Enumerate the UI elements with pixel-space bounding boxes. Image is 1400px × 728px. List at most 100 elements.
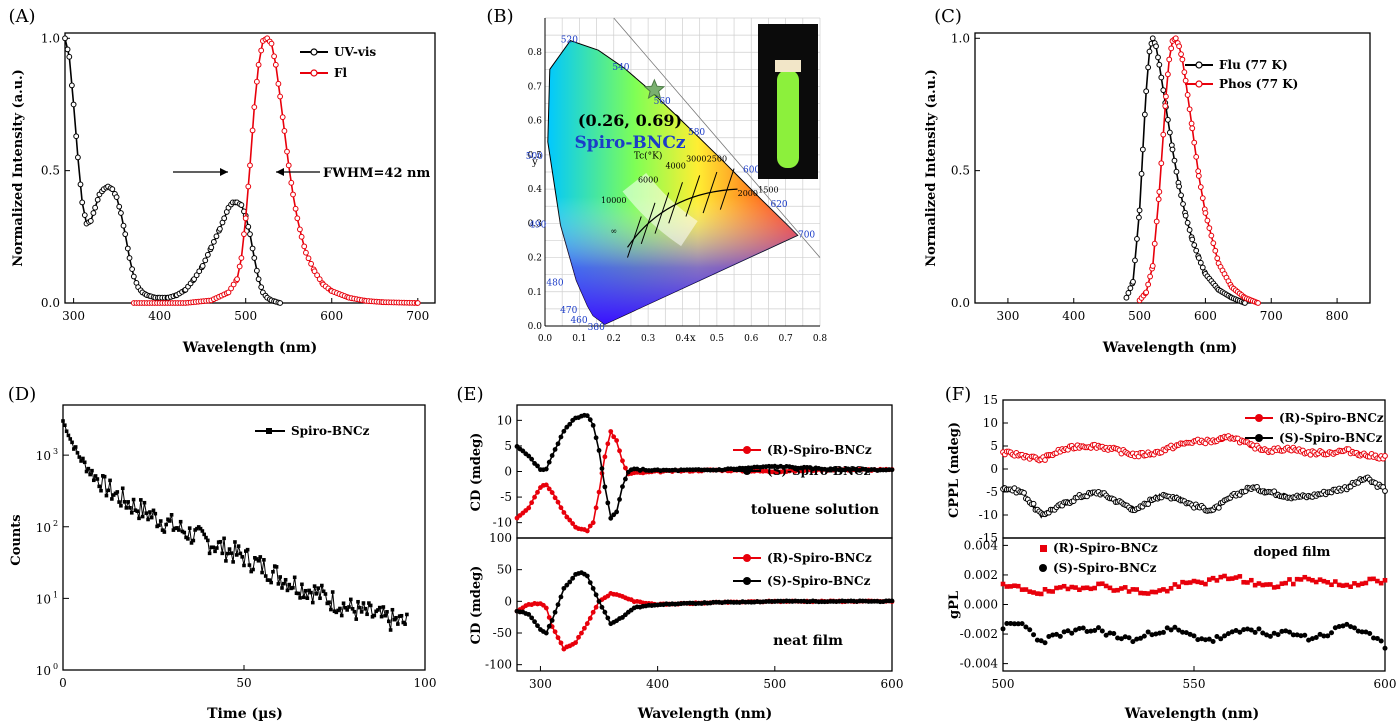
- data-point: [155, 524, 159, 529]
- x-tick-label: 300: [996, 309, 1019, 323]
- data-point: [543, 482, 549, 488]
- data-point: [298, 596, 302, 600]
- data-point: [1283, 628, 1289, 634]
- data-point: [207, 551, 212, 556]
- legend-marker: [310, 69, 318, 77]
- data-point: [255, 61, 262, 68]
- data-point: [1119, 586, 1124, 591]
- data-point: [251, 104, 258, 111]
- data-point: [401, 620, 406, 625]
- data-point: [593, 604, 599, 610]
- data-point: [1275, 584, 1281, 590]
- data-point: [1088, 628, 1094, 634]
- cct-value: 6000: [638, 175, 658, 184]
- data-point: [1256, 581, 1262, 586]
- data-point: [169, 513, 174, 517]
- data-point: [272, 564, 277, 568]
- data-point: [216, 225, 223, 232]
- data-point: [1092, 628, 1098, 634]
- data-point: [611, 434, 617, 440]
- data-point: [526, 453, 532, 459]
- data-point: [1193, 247, 1200, 254]
- data-point: [1313, 579, 1319, 585]
- data-point: [277, 93, 284, 100]
- data-point: [1294, 632, 1300, 638]
- data-point: [1000, 626, 1006, 632]
- data-point: [347, 605, 351, 609]
- data-point: [1298, 633, 1304, 639]
- data-point: [318, 596, 322, 601]
- data-point: [202, 257, 209, 264]
- y-tick-label: -100: [485, 658, 512, 672]
- data-point: [1310, 577, 1315, 583]
- y-tick-label: 1.0: [951, 31, 970, 45]
- data-point: [1122, 634, 1128, 640]
- data-point: [1351, 625, 1357, 631]
- data-point: [1171, 157, 1178, 164]
- x-tick-label: 600: [881, 677, 904, 691]
- data-point: [552, 629, 558, 635]
- data-point: [314, 592, 319, 596]
- data-point: [1191, 578, 1197, 584]
- data-point: [87, 218, 94, 224]
- data-point: [1189, 125, 1196, 132]
- x-tick-label: 400: [1062, 309, 1085, 323]
- isotemperature-line: [654, 192, 670, 234]
- legend-label: Fl: [334, 66, 348, 80]
- data-point: [1160, 131, 1167, 138]
- data-point: [200, 529, 205, 533]
- data-point: [124, 506, 129, 510]
- data-point: [535, 463, 540, 469]
- y-tick-label: 0.4: [528, 185, 543, 195]
- data-point: [1042, 587, 1048, 592]
- data-point: [889, 467, 895, 473]
- isotemperature-line: [685, 175, 701, 217]
- data-point: [269, 580, 273, 585]
- data-point: [1382, 452, 1388, 459]
- data-point: [1313, 635, 1319, 641]
- data-point: [236, 544, 241, 548]
- data-point: [289, 586, 293, 591]
- data-point: [254, 557, 259, 561]
- x-tick-label: 0.8: [813, 334, 828, 344]
- data-point: [1237, 629, 1243, 635]
- data-point: [1210, 638, 1216, 644]
- data-point: [590, 586, 596, 591]
- data-point: [1155, 54, 1161, 61]
- data-point: [77, 181, 84, 188]
- fwhm-annotation: FWHM=42 nm: [323, 166, 430, 181]
- data-point: [1099, 628, 1105, 634]
- data-point: [1267, 633, 1273, 639]
- data-point: [1321, 578, 1327, 584]
- data-point: [1191, 242, 1198, 248]
- data-point: [614, 509, 620, 515]
- data-point: [570, 575, 576, 581]
- data-point: [552, 447, 558, 452]
- y-tick-label: 0.8: [528, 48, 543, 58]
- data-point: [158, 519, 163, 523]
- data-point: [605, 615, 611, 621]
- data-point: [1164, 116, 1171, 123]
- data-point: [275, 80, 282, 87]
- x-tick-label: 550: [1183, 677, 1206, 691]
- data-point: [1195, 255, 1202, 261]
- data-point: [561, 428, 567, 434]
- data-point: [1136, 207, 1143, 214]
- data-point: [1163, 93, 1169, 100]
- data-point: [330, 590, 335, 594]
- data-point: [552, 495, 558, 501]
- data-point: [209, 545, 214, 550]
- data-point: [72, 447, 76, 451]
- data-point: [350, 607, 355, 611]
- data-point: [305, 596, 310, 600]
- data-point: [1264, 582, 1269, 587]
- cct-value: 4000: [665, 162, 685, 171]
- data-point: [258, 284, 265, 291]
- data-point: [244, 549, 248, 553]
- data-point: [1237, 574, 1243, 579]
- panel-label-e: (E): [456, 384, 483, 405]
- cie-point-name: Spiro-BNCz: [574, 133, 685, 153]
- data-point: [157, 523, 161, 528]
- data-point: [1225, 631, 1231, 637]
- data-point: [1287, 577, 1292, 582]
